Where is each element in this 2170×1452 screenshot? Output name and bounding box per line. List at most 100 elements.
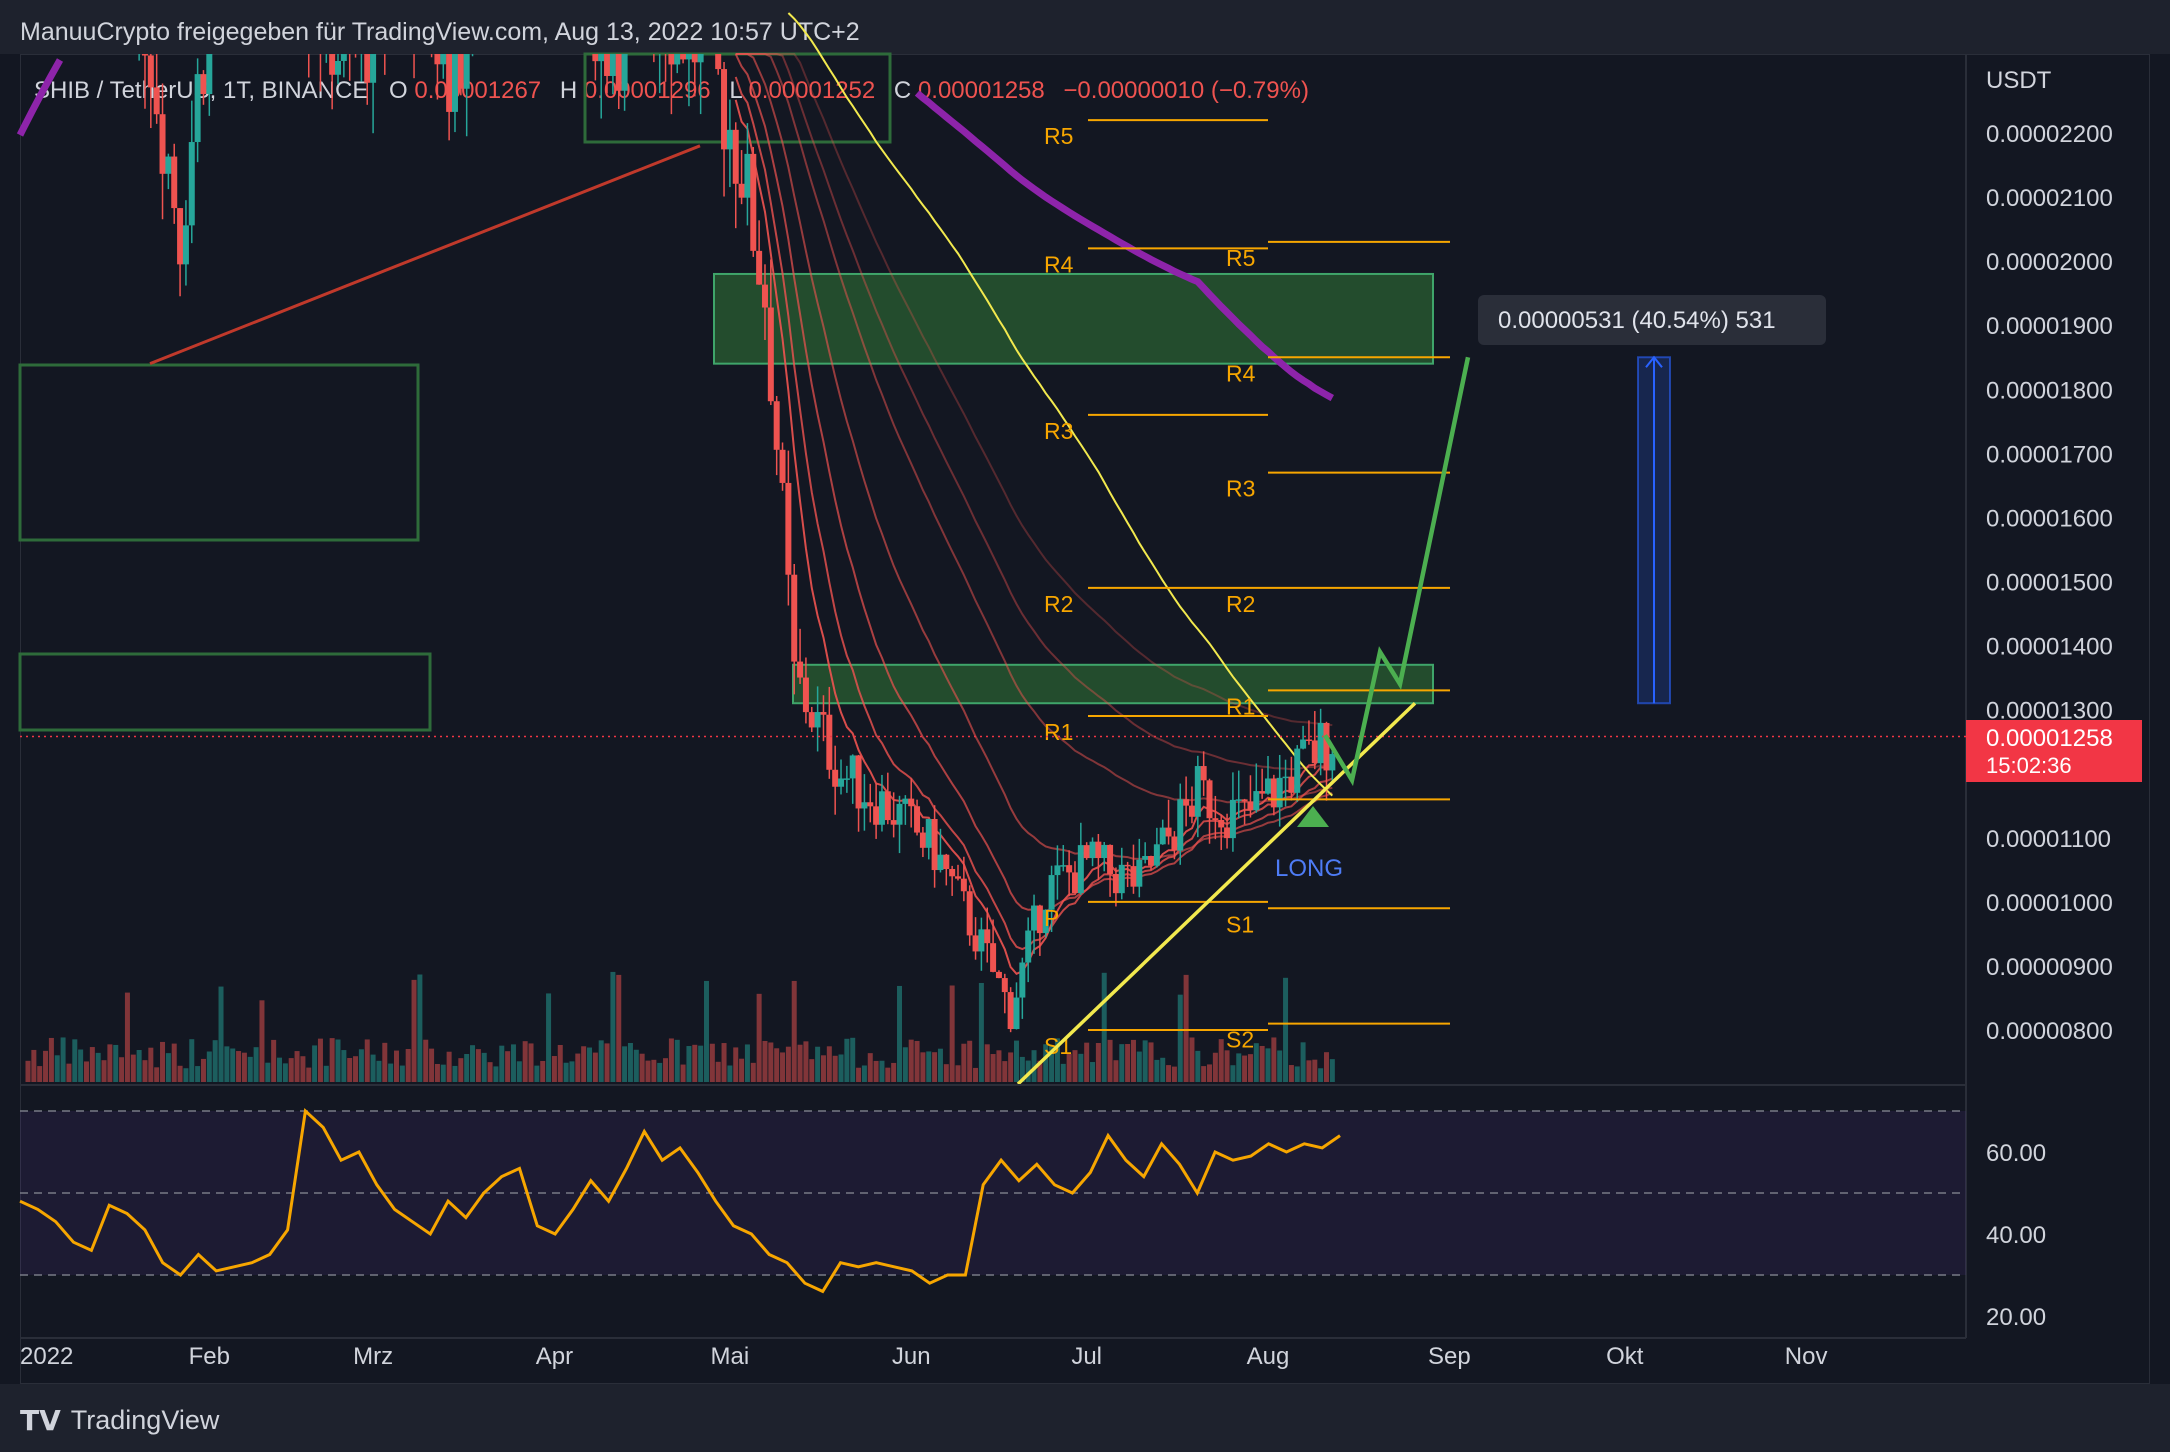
time-tick-label: Jun [892,1343,931,1370]
volume-bar [230,1048,236,1082]
candle-body [978,929,985,952]
volume-bar [323,1065,329,1082]
candle-body [674,54,681,65]
volume-bar [1294,1066,1300,1082]
volume-bar [464,1054,470,1082]
candle-body [1200,766,1207,781]
volume-bar [329,1038,335,1082]
candle-body [1089,841,1096,859]
volume-bar [423,1039,429,1082]
supply-zone-1 [713,272,1434,365]
tradingview-brand[interactable]: 𝗧𝗩 TradingView [20,1404,219,1437]
volume-bar [417,974,423,1082]
volume-bar [528,1043,534,1082]
candle-body [990,943,997,972]
volume-bar [557,1044,563,1082]
ema-ribbon-line [734,99,1333,976]
volume-bar [546,993,552,1082]
candle-body [1101,844,1108,859]
volume-bar [1060,1063,1066,1082]
volume-bar [189,1039,195,1082]
candle-body [1083,845,1090,859]
volume-bar [399,1065,405,1082]
volume-bar [1259,1045,1265,1082]
volume-bar [1265,1048,1271,1082]
price-tick-label: 0.00001600 [1986,505,2113,532]
volume-bar [72,1039,78,1082]
volume-bar [961,1043,967,1082]
candle-body [1265,778,1271,794]
volume-bar [247,1056,253,1082]
volume-bar [820,1055,826,1082]
volume-bar [727,1065,733,1082]
volume-bar [1025,1060,1031,1082]
candle-body [1300,739,1307,749]
volume-bar [1306,1060,1312,1082]
volume-bar [978,982,984,1082]
volume-bar [1119,1044,1125,1082]
volume-bar [1323,1052,1329,1082]
volume-bar [733,1047,739,1082]
volume-bar [633,1049,639,1082]
candle-body [335,60,341,75]
volume-bar [1171,1066,1177,1082]
volume-bar [908,1039,914,1082]
attribution-text: ManuuCrypto freigegeben für TradingView.… [20,18,860,46]
candle-body [832,769,839,787]
volume-bar [955,1065,961,1082]
currency-label: USDT [1986,67,2052,94]
candle-body [1288,776,1295,793]
countdown: 15:02:36 [1986,753,2072,778]
candle-body [779,449,786,483]
volume-bar [1054,1038,1060,1082]
measure-arrow-head [1645,355,1663,368]
volume-bar [1318,1068,1324,1082]
volume-bar [996,1050,1002,1082]
volume-bar [949,985,955,1082]
candle-body [1001,978,1008,993]
measure-label[interactable]: 0.00000531 (40.54%) 531 [1478,295,1826,345]
left-zone-box-lower [18,652,432,732]
attribution-bar: ManuuCrypto freigegeben für TradingView.… [0,0,2170,54]
candle-body [972,935,979,952]
time-tick-label: Jul [1071,1343,1102,1370]
volume-bar [885,1067,891,1082]
candle-body [721,69,728,150]
volume-bar [1008,1052,1014,1082]
candle-body [457,54,464,89]
candle-body [1253,791,1260,811]
pivot-lower-label: R2 [1226,591,1255,617]
time-tick-label: Nov [1785,1343,1828,1370]
price-tick-label: 0.00001700 [1986,441,2113,468]
candle-body [1148,855,1155,866]
candle-body [1025,930,1032,963]
volume-bar [663,1058,669,1082]
volume-bar [668,1038,674,1082]
candle-body [1276,777,1283,808]
price-axis[interactable]: USDT [1965,54,2052,1338]
candle-body [1241,799,1248,802]
volume-bar [1072,1050,1078,1082]
price-tick-label: 0.00001900 [1986,313,2113,340]
volume-bar [1218,1039,1224,1082]
volume-bar [657,1062,663,1082]
volume-bar [470,1045,476,1082]
candle-body [1259,791,1266,794]
volume-bar [692,1044,698,1082]
candle-body [1066,865,1073,873]
volume-bar [142,1060,148,1082]
candle-body [890,820,897,825]
volume-bar [1300,1042,1306,1082]
candle-body [867,802,874,807]
candle-body [1077,845,1084,894]
volume-bar [791,980,797,1082]
pivot-lower-label: R3 [1226,476,1255,502]
candle-body [814,712,821,728]
price-tick-label: 0.00002000 [1986,249,2113,276]
candle-body [1019,962,1026,998]
candle-body [1177,799,1184,851]
candle-body [1054,865,1061,876]
volume-bar [739,1058,745,1082]
volume-bar [1253,1043,1259,1082]
